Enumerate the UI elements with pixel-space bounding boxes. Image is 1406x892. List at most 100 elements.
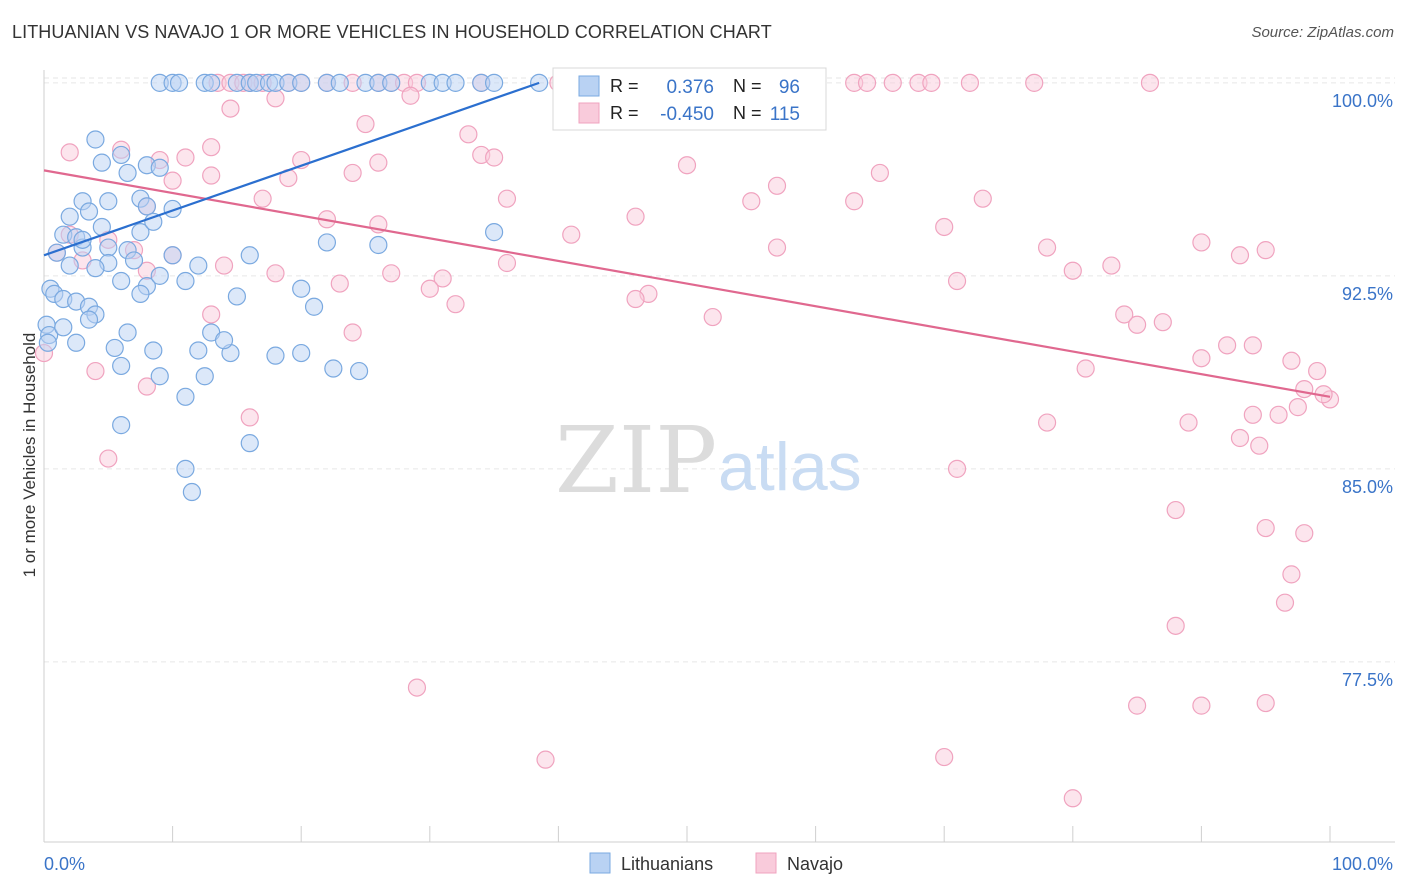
lithuanian-point [214, 331, 234, 350]
navajo-point [935, 747, 954, 767]
stats-n-value: 96 [779, 77, 800, 98]
navajo-point [356, 114, 375, 134]
stats-n-value: 115 [770, 104, 800, 125]
navajo-point [1192, 349, 1211, 368]
navajo-point [214, 256, 234, 275]
lithuanian-point [79, 202, 99, 221]
navajo-point [343, 323, 362, 342]
navajo-point [935, 217, 954, 237]
stats-r-value: 0.376 [666, 77, 714, 98]
navajo-point [947, 271, 967, 291]
navajo-point [1037, 238, 1057, 257]
navajo-point [369, 153, 388, 172]
lithuanian-point [369, 235, 388, 255]
navajo-point [1192, 696, 1211, 715]
lithuanian-point [112, 145, 131, 165]
lithuanian-point [131, 284, 150, 303]
navajo-point [1256, 518, 1275, 538]
x-axis-ticks: 0.0% 100.0% [44, 854, 1393, 874]
navajo-point [1282, 351, 1301, 370]
lithuanian-point [99, 238, 118, 257]
navajo-point [1166, 616, 1185, 635]
lithuanian-point [150, 158, 169, 177]
lithuanian-point [79, 310, 99, 329]
lithuanian-point [86, 259, 105, 278]
lithuanian-point [118, 323, 137, 342]
lithuanian-point [485, 73, 504, 92]
navajo-point [446, 295, 465, 314]
navajo-point [1166, 500, 1185, 520]
stats-swatch-blue [578, 75, 600, 97]
lithuanian-point [240, 246, 259, 265]
stats-n-label: N = [733, 76, 762, 96]
grid-lines [44, 77, 1395, 663]
watermark: ZIP atlas [555, 407, 862, 514]
stats-r-label: R = [610, 76, 639, 96]
navajo-point [960, 73, 980, 92]
lithuanian-point [176, 271, 195, 291]
navajo-point [1127, 696, 1147, 715]
navajo-point [420, 279, 439, 298]
navajo-point [1295, 379, 1314, 399]
navajo-point [163, 171, 182, 190]
stats-swatch-pink [578, 102, 600, 124]
y-tick-label: 92.5% [1342, 284, 1393, 304]
navajo-point [382, 264, 401, 283]
navajo-point [266, 264, 285, 283]
navajo-point [176, 148, 195, 167]
navajo-point [1102, 256, 1121, 275]
lithuanian-point [150, 266, 169, 285]
lithuanian-point [292, 279, 311, 298]
legend-label-navajo: Navajo [787, 854, 843, 874]
navajo-point [1153, 313, 1172, 332]
lithuanian-point [304, 297, 324, 316]
lithuanian-point [292, 73, 311, 92]
navajo-point [202, 305, 221, 324]
navajo-point [1127, 315, 1147, 334]
lithuanian-point [99, 192, 118, 211]
navajo-point [626, 289, 645, 309]
lithuanian-point [124, 251, 144, 270]
navajo-point [343, 163, 362, 183]
navajo-point [99, 449, 118, 468]
navajo-point [562, 225, 581, 244]
navajo-point [1269, 405, 1288, 424]
navajo-point [1115, 305, 1134, 324]
navajo-point [497, 253, 517, 273]
y-axis-label: 1 or more Vehicles in Household [20, 333, 39, 578]
navajo-point [1140, 73, 1160, 92]
lithuanian-point [317, 233, 337, 252]
navajo-point [221, 99, 240, 118]
navajo-point [883, 73, 902, 92]
x-tick-label: 100.0% [1332, 854, 1393, 874]
navajo-point [1295, 524, 1314, 543]
navajo-point [401, 86, 420, 105]
navajo-point [202, 138, 221, 157]
navajo-point [845, 192, 864, 211]
navajo-point [1243, 405, 1262, 424]
lithuanian-point [163, 199, 182, 219]
legend-swatch-lithuanians [589, 852, 611, 874]
navajo-point [459, 125, 478, 144]
navajo-point [1282, 565, 1301, 584]
lithuanian-point [163, 246, 182, 265]
lithuanian-point [202, 73, 221, 92]
stats-r-value: -0.450 [660, 104, 714, 125]
stats-legend: R = 0.376 N = 96 R = -0.450 N = 115 [552, 67, 827, 131]
lithuanian-point [382, 73, 401, 92]
stats-n-label: N = [733, 103, 762, 123]
navajo-point [60, 143, 79, 162]
lithuanian-point [118, 163, 137, 183]
lithuanian-point [349, 361, 369, 381]
lithuanian-point [182, 482, 201, 502]
x-tick-label: 0.0% [44, 854, 85, 874]
navajo-point [857, 73, 877, 92]
lithuanian-points [37, 73, 549, 502]
navajo-point [86, 361, 105, 381]
navajo-point [1063, 261, 1082, 280]
lithuanian-point [195, 367, 214, 386]
lithuanian-point [169, 73, 189, 92]
navajo-point [677, 156, 697, 175]
navajo-point [1230, 246, 1250, 265]
